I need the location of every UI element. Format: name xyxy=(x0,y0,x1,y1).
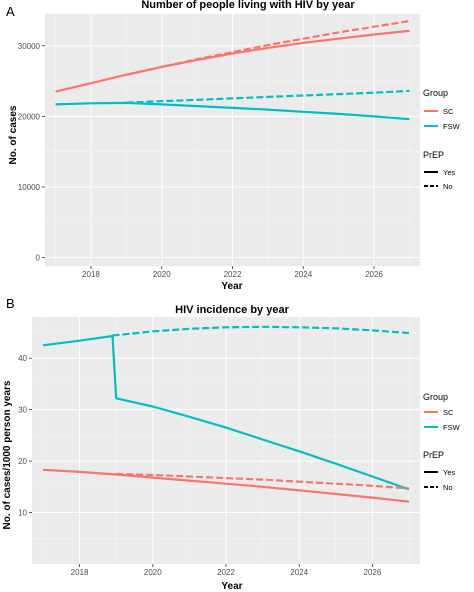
chart-b-ytick-label: 30 xyxy=(18,406,27,415)
chart-a-xtick-label: 2026 xyxy=(365,270,383,279)
chart-a-series-sc-yes xyxy=(55,29,410,93)
chart-b-xtick-label: 2022 xyxy=(217,568,235,577)
chart-b-xtick-label: 2026 xyxy=(364,568,382,577)
chart-a-xtick-label: 2018 xyxy=(82,270,100,279)
legend-a-label-fsw: FSW xyxy=(443,122,461,131)
chart-b: 2018 2020 2022 2024 2026 10 20 30 40 xyxy=(18,317,420,577)
legend-b-label-yes: Yes xyxy=(443,468,455,477)
legend-a-label-no: No xyxy=(443,182,453,191)
chart-a-xtick-label: 2024 xyxy=(294,270,312,279)
chart-b-xtick-label: 2020 xyxy=(144,568,162,577)
legend-b-prep-title: PrEP xyxy=(423,450,444,460)
chart-b-xtick-label: 2018 xyxy=(71,568,89,577)
legend-a: Group SC FSW PrEP Yes No xyxy=(423,88,461,191)
chart-b-ytick-label: 40 xyxy=(18,354,27,363)
chart-a-ytick-label: 10000 xyxy=(18,183,41,192)
panel-label-a: A xyxy=(6,4,15,19)
chart-b-xlabel: Year xyxy=(221,581,242,592)
panel-label-b: B xyxy=(6,296,15,311)
legend-b-group-title: Group xyxy=(423,392,448,402)
chart-a-ytick-label: 0 xyxy=(36,254,41,263)
chart-a-ylabel: No. of cases xyxy=(8,105,19,164)
chart-a-ytick-label: 20000 xyxy=(18,112,41,121)
chart-a-xtick-label: 2022 xyxy=(224,270,242,279)
chart-a-ytick-label: 30000 xyxy=(18,42,41,51)
chart-a: 2018 2020 2022 2024 2026 0 10000 20000 30000 xyxy=(18,14,420,279)
chart-a-series-sc-no xyxy=(126,20,410,76)
chart-a-series-fsw-no xyxy=(126,89,410,104)
chart-b-series-sc-yes xyxy=(42,468,410,503)
legend-a-prep-title: PrEP xyxy=(423,150,444,160)
chart-b-series-fsw-no xyxy=(112,325,410,337)
chart-b-series-fsw-yes xyxy=(42,334,410,491)
chart-b-series-sc-no xyxy=(116,472,410,490)
legend-a-label-sc: SC xyxy=(443,107,454,116)
chart-a-series-fsw-yes xyxy=(55,101,410,121)
legend-b-label-sc: SC xyxy=(443,408,454,417)
chart-b-ytick-label: 10 xyxy=(18,509,27,518)
chart-b-ylabel: No. of cases/1000 person years xyxy=(2,380,13,529)
legend-b-label-no: No xyxy=(443,483,453,492)
chart-a-xtick-label: 2020 xyxy=(153,270,171,279)
chart-b-xtick-label: 2024 xyxy=(290,568,308,577)
chart-a-title: Number of people living with HIV by year xyxy=(141,0,355,11)
legend-b-label-fsw: FSW xyxy=(443,423,461,432)
chart-b-ytick-label: 20 xyxy=(18,457,27,466)
chart-b-title: HIV incidence by year xyxy=(175,304,289,316)
chart-a-xlabel: Year xyxy=(221,281,242,292)
legend-a-group-title: Group xyxy=(423,88,448,98)
legend-b: Group SC FSW PrEP Yes No xyxy=(423,392,461,492)
legend-a-label-yes: Yes xyxy=(443,168,455,177)
